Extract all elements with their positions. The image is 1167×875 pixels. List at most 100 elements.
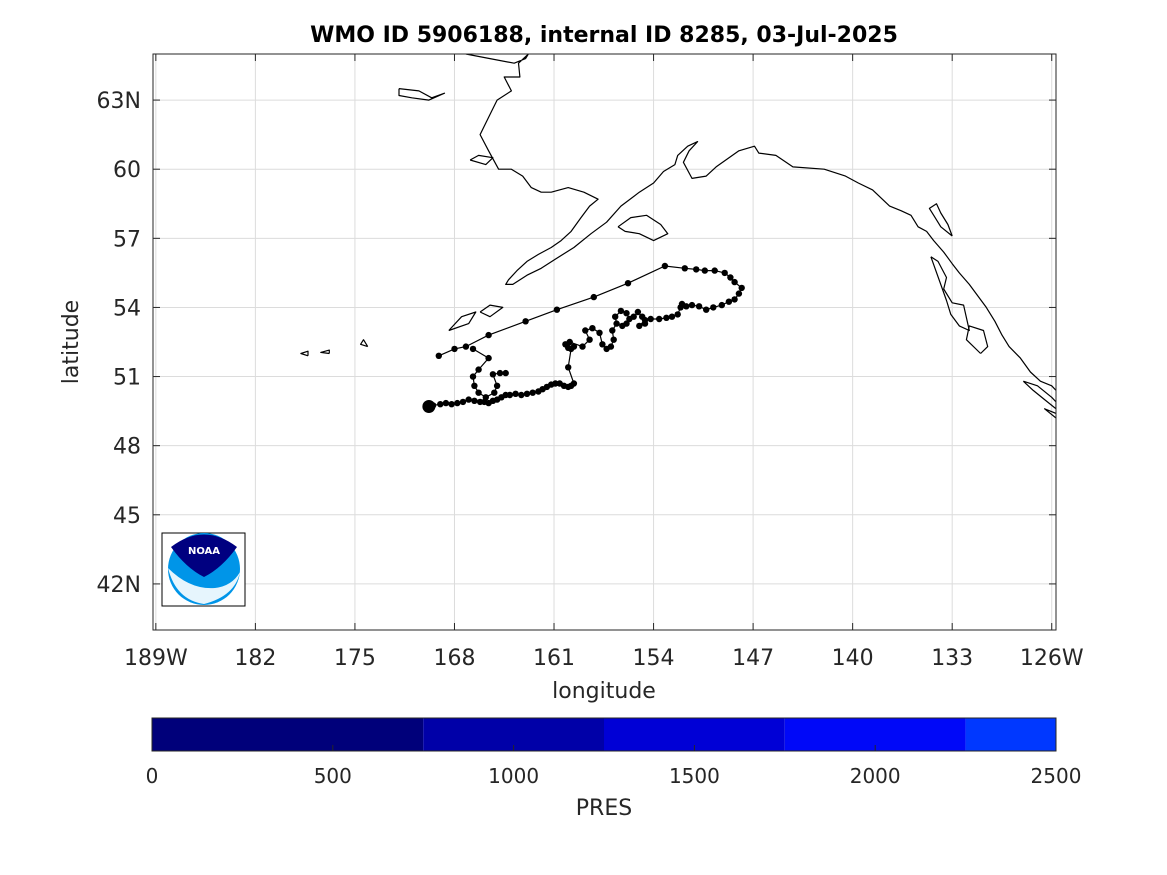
noaa-logo: NOAA xyxy=(161,532,246,607)
profile-point xyxy=(475,389,482,396)
colorbar-tick-label: 1500 xyxy=(669,764,720,788)
lon-tick-label: 189W xyxy=(124,646,188,671)
colorbar-tick-label: 500 xyxy=(314,764,352,788)
profile-point xyxy=(721,269,728,277)
lon-tick-label: 133 xyxy=(931,646,973,671)
profile-point xyxy=(623,310,630,317)
profile-point xyxy=(465,396,472,403)
profile-point xyxy=(522,318,529,325)
profile-point xyxy=(469,373,477,380)
profile-point xyxy=(681,265,688,272)
profile-point xyxy=(718,301,725,309)
coastlines xyxy=(300,54,1056,419)
profile-point xyxy=(448,401,455,408)
profile-point xyxy=(630,313,637,320)
profile-point xyxy=(661,262,669,270)
profile-point xyxy=(471,382,478,389)
lon-tick-label: 154 xyxy=(633,646,675,671)
profile-point xyxy=(471,397,478,404)
profile-point xyxy=(596,329,603,336)
coastline xyxy=(479,304,504,318)
float-track xyxy=(422,262,745,414)
map-axes: 189W 182 175 168 161 154 147 140 133 126W 63N 60 57… xyxy=(97,53,1084,671)
profile-point xyxy=(693,266,700,273)
profile-point xyxy=(489,371,497,378)
colorbar-tick-label: 2500 xyxy=(1031,764,1082,788)
colorbar-label: PRES xyxy=(576,796,632,821)
coastline xyxy=(965,325,989,354)
coastline xyxy=(465,54,1056,391)
grid xyxy=(153,54,1056,630)
longitude-ticks: 189W 182 175 168 161 154 147 140 133 126W xyxy=(124,646,1084,671)
profile-point xyxy=(683,303,690,310)
profile-point xyxy=(496,369,504,377)
profile-point xyxy=(589,325,596,332)
profile-point xyxy=(607,343,615,350)
profile-point xyxy=(462,343,470,350)
profile-point xyxy=(506,391,514,399)
lon-tick-label: 182 xyxy=(234,646,276,671)
profile-point xyxy=(512,390,519,397)
profile-point xyxy=(599,341,606,348)
coastline xyxy=(1022,380,1056,410)
lat-tick-label: 42N xyxy=(97,573,141,598)
profile-point xyxy=(612,313,619,320)
lat-tick-label: 60 xyxy=(113,158,141,183)
coastline xyxy=(448,311,477,332)
coastline xyxy=(930,256,970,332)
profile-point xyxy=(668,313,676,320)
lon-tick-label: 147 xyxy=(732,646,774,671)
profile-point xyxy=(610,336,617,343)
coastline xyxy=(469,154,494,166)
colorbar-tick-label: 1000 xyxy=(488,764,539,788)
profile-point xyxy=(725,298,733,305)
profile-point xyxy=(553,306,561,313)
profile-point xyxy=(738,284,745,292)
noaa-logo-text: NOAA xyxy=(188,546,220,557)
profile-point xyxy=(566,338,573,346)
profile-point xyxy=(688,301,696,309)
colorbar-segment xyxy=(152,718,424,751)
profile-point xyxy=(613,320,620,327)
colorbar-frame xyxy=(151,717,1057,752)
profile-point xyxy=(485,331,492,339)
colorbar-tick-label: 0 xyxy=(146,764,159,788)
profile-point xyxy=(731,296,738,303)
lon-tick-label: 161 xyxy=(533,646,575,671)
profile-point xyxy=(565,364,572,371)
lat-tick-label: 51 xyxy=(113,366,141,391)
lon-tick-label: 140 xyxy=(832,646,874,671)
profile-point xyxy=(570,343,578,350)
profile-point xyxy=(437,401,444,408)
profile-point xyxy=(502,369,509,377)
profile-point xyxy=(647,315,654,323)
profile-point xyxy=(451,345,458,353)
profile-point xyxy=(624,280,632,287)
profile-point xyxy=(482,394,489,401)
coastline xyxy=(617,214,669,242)
profile-point xyxy=(454,399,461,407)
colorbar-ticks: 0 500 1000 1500 2000 2500 xyxy=(146,745,1082,788)
lat-tick-label: 54 xyxy=(113,296,141,321)
map-frame xyxy=(152,53,1057,631)
profile-point xyxy=(701,267,708,274)
profile-point xyxy=(656,315,663,323)
profile-point xyxy=(435,352,442,359)
x-axis-label: longitude xyxy=(552,679,656,704)
colorbar-tick-label: 2000 xyxy=(850,764,901,788)
profile-point xyxy=(586,336,593,343)
profile-point xyxy=(518,391,525,399)
profile-point xyxy=(663,314,670,321)
profile-point xyxy=(695,303,703,310)
profile-point xyxy=(579,343,586,350)
profile-point xyxy=(711,267,718,274)
profile-point xyxy=(493,382,501,389)
figure-title: WMO ID 5906188, internal ID 8285, 03-Jul… xyxy=(310,23,898,48)
profile-point xyxy=(590,293,597,301)
latest-position-marker xyxy=(422,400,436,414)
profile-point xyxy=(570,380,578,387)
profile-point xyxy=(710,304,717,311)
profile-point xyxy=(674,311,681,318)
lon-tick-label: 168 xyxy=(433,646,475,671)
